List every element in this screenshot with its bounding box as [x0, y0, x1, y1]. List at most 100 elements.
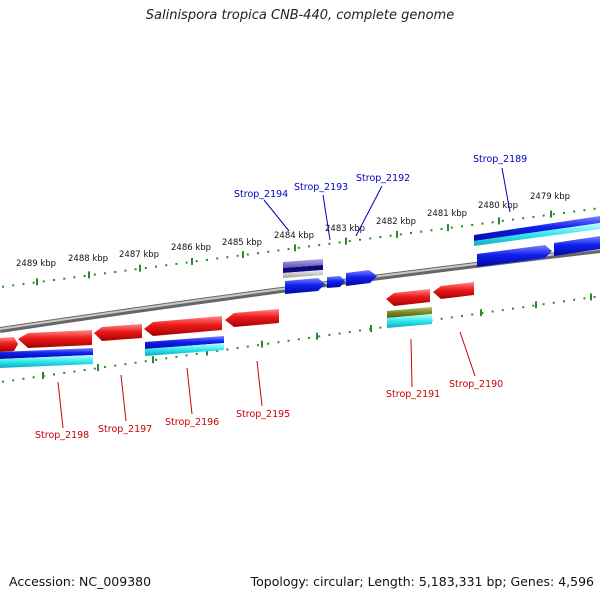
gene-arrow-strop-2197[interactable]: [94, 324, 142, 341]
tick-dot: [348, 331, 351, 333]
feature-navy[interactable]: [283, 265, 323, 273]
gene-label-strop-2198[interactable]: Strop_2198: [35, 430, 89, 441]
tick-dot: [165, 264, 168, 267]
feature-blue-band[interactable]: [145, 336, 224, 349]
feature-cyan-band[interactable]: [387, 314, 432, 328]
tick-major: [242, 251, 244, 259]
tick-dot: [328, 242, 331, 245]
feature-olive-band[interactable]: [387, 307, 432, 318]
gene-arrow-strop-2190[interactable]: [433, 282, 474, 299]
tick-major: [370, 325, 372, 332]
tick-dot: [573, 298, 576, 301]
tick-dot: [114, 271, 117, 273]
tick-label: 2484 kbp: [274, 231, 314, 241]
tick-major: [191, 257, 193, 265]
tick-major: [396, 230, 398, 238]
leader-line: [57, 381, 64, 429]
leader-line: [355, 185, 383, 237]
leader-line: [120, 374, 127, 422]
feature-cyan-band[interactable]: [145, 343, 224, 356]
tick-dot: [501, 309, 504, 312]
tick-major: [294, 244, 296, 252]
tick-dot: [491, 221, 494, 224]
gene-label-strop-2189[interactable]: Strop_2189: [473, 154, 527, 165]
tick-dot: [563, 300, 565, 303]
gene-label-strop-2195[interactable]: Strop_2195: [236, 409, 290, 420]
gene-arrow-strop-2194[interactable]: [285, 278, 325, 294]
tick-dot: [2, 285, 4, 288]
tick-major: [498, 217, 500, 225]
tick-dot: [410, 232, 412, 234]
tick-dot: [236, 347, 239, 350]
tick-dot: [420, 230, 423, 233]
tick-dot: [22, 283, 25, 286]
gene-arrow-strop-2193[interactable]: [327, 276, 345, 288]
tick-dot: [93, 273, 96, 276]
gene-label-strop-2194[interactable]: Strop_2194: [234, 189, 288, 200]
tick-dot: [573, 210, 576, 213]
tick-dot: [2, 380, 4, 383]
tick-major: [590, 293, 592, 301]
tick-major: [97, 364, 99, 372]
tick-dot: [318, 335, 321, 338]
tick-dot: [73, 276, 76, 279]
tick-dot: [481, 312, 484, 314]
tick-dot: [53, 373, 55, 376]
gene-label-strop-2191[interactable]: Strop_2191: [386, 389, 440, 400]
gene-label-strop-2196[interactable]: Strop_2196: [165, 417, 219, 428]
tick-dot: [399, 233, 402, 236]
tick-dot: [63, 277, 66, 280]
tick-dot: [440, 228, 443, 230]
tick-label: 2488 kbp: [68, 254, 108, 264]
tick-dot: [83, 275, 86, 277]
gene-arrow-strop-2192[interactable]: [346, 270, 377, 286]
feature-grey[interactable]: [283, 270, 323, 278]
tick-major: [36, 278, 38, 286]
tick-dot: [124, 269, 127, 272]
tick-dot: [22, 377, 25, 380]
gene-arrow-strop-2195[interactable]: [225, 309, 279, 327]
gene-arrow-strop-2196[interactable]: [144, 316, 222, 336]
feature-blue-band[interactable]: [474, 216, 600, 241]
tick-major: [550, 210, 552, 218]
tick-dot: [53, 279, 55, 281]
gene-arrow-strop-2188[interactable]: [554, 236, 600, 256]
tick-dot: [185, 354, 188, 357]
tick-dot: [83, 369, 86, 371]
gene-label-strop-2192[interactable]: Strop_2192: [356, 173, 410, 184]
gene-arrow-strop-2198[interactable]: [18, 330, 92, 348]
gene-arrow-strop-2189[interactable]: [477, 245, 552, 267]
forward-strand-features: [283, 216, 600, 294]
gene-label-strop-2190[interactable]: Strop_2190: [449, 379, 503, 390]
feature-blue-band[interactable]: [0, 348, 93, 359]
tick-dot: [583, 209, 586, 212]
tick-dot: [481, 222, 484, 225]
tick-major: [152, 356, 154, 364]
leader-line: [322, 194, 331, 241]
tick-label: 2487 kbp: [119, 250, 159, 260]
tick-dot: [542, 214, 545, 217]
tick-dot: [501, 219, 504, 222]
feature-cyan-band[interactable]: [474, 223, 600, 246]
tick-dot: [297, 338, 300, 341]
tick-dot: [491, 310, 494, 313]
tick-major: [206, 348, 208, 356]
feature-cyan-band[interactable]: [0, 355, 93, 368]
tick-dot: [440, 317, 443, 320]
accession-text: Accession: NC_009380: [9, 574, 152, 589]
tick-dot: [461, 314, 463, 317]
tick-label: 2489 kbp: [16, 259, 56, 269]
tick-dot: [308, 336, 310, 339]
tick-dot: [104, 272, 106, 275]
gene-label-strop-2193[interactable]: Strop_2193: [294, 182, 348, 193]
tick-dot: [226, 256, 229, 259]
tick-dot: [359, 329, 361, 332]
leader-line: [410, 338, 413, 388]
tick-dot: [338, 332, 341, 335]
tick-dot: [206, 258, 208, 261]
gene-label-strop-2197[interactable]: Strop_2197: [98, 424, 152, 435]
gene-arrow-strop-2191[interactable]: [386, 289, 430, 306]
tick-dot: [512, 307, 514, 310]
gene-arrow-strop-2198-part[interactable]: [0, 337, 18, 352]
